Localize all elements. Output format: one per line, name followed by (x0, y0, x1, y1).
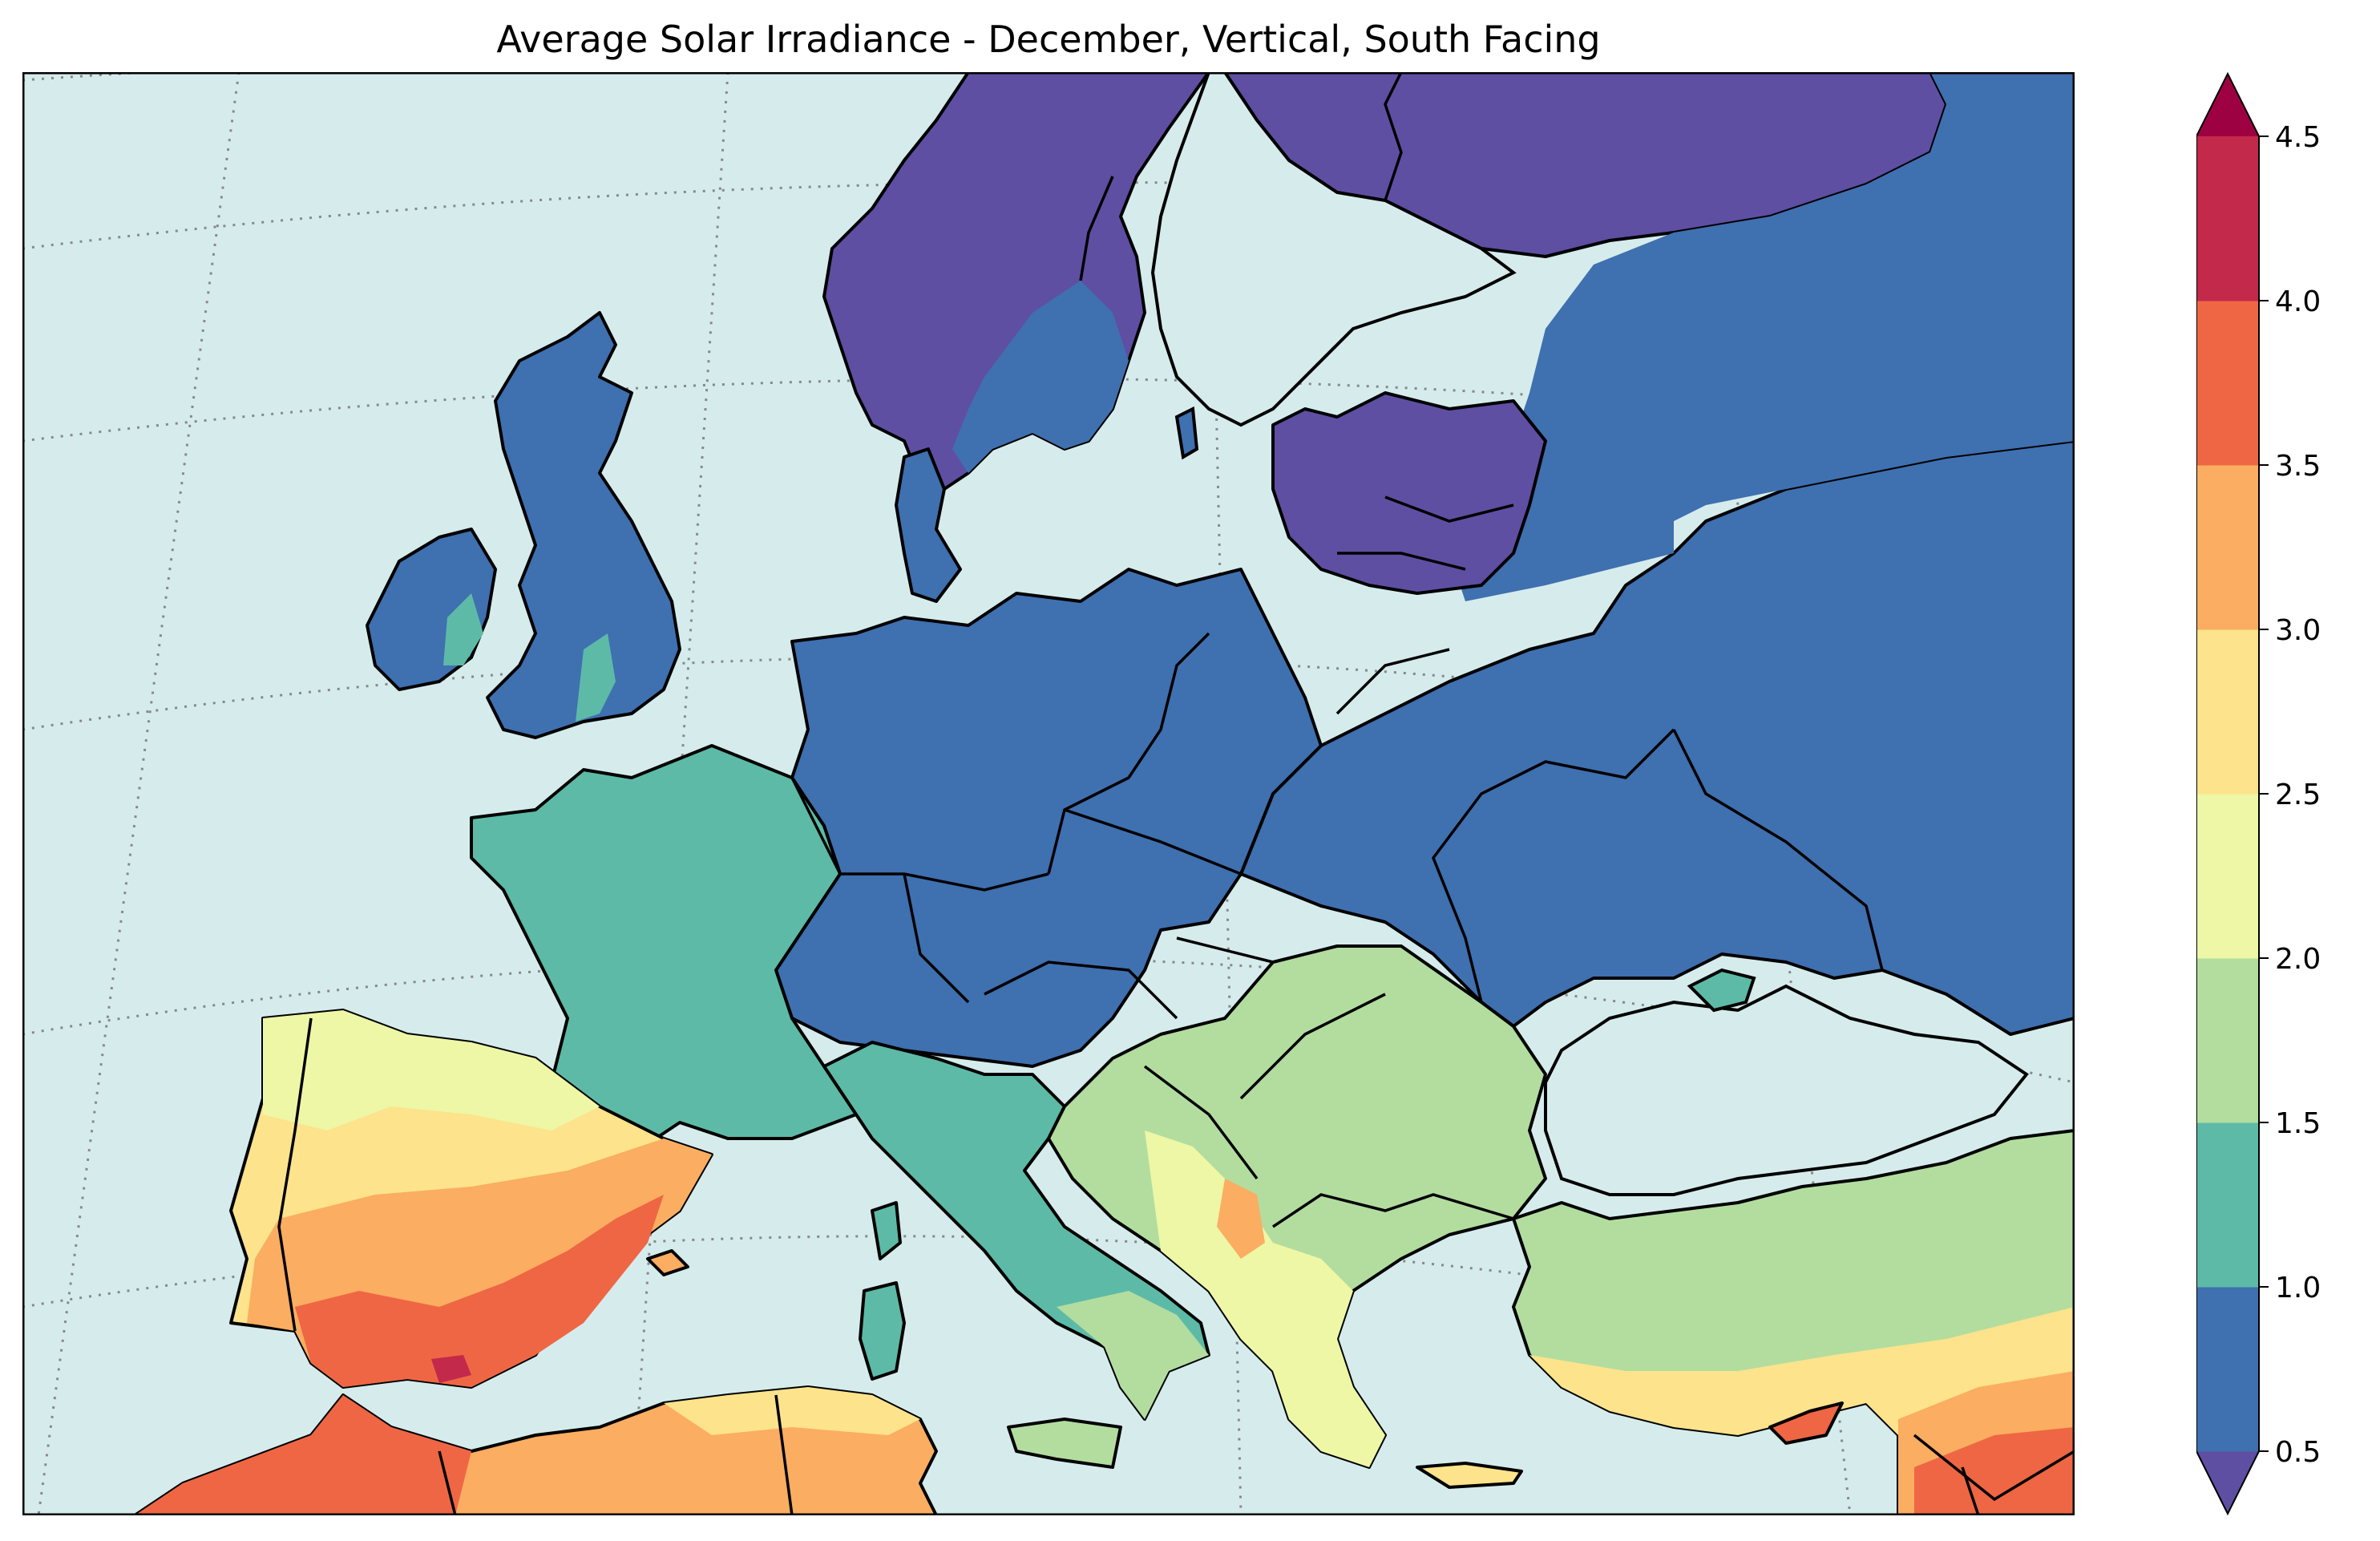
crimea (1687, 968, 1756, 1013)
colorbar-band (2196, 1122, 2259, 1288)
balkans-coast-band (1145, 1130, 1385, 1467)
colorbar-band (2196, 958, 2259, 1123)
map-plot (22, 72, 2075, 1515)
iberia-north-band (263, 1010, 600, 1130)
denmark-land (895, 447, 962, 603)
contour-fills (133, 72, 2075, 1515)
colorbar-tick-label: 3.0 (2275, 614, 2321, 647)
northern-russia-band (1449, 72, 2075, 601)
corsica (871, 1201, 902, 1260)
sweden-south-band (952, 281, 1129, 473)
sardinia (859, 1281, 906, 1381)
balearic-island (646, 1249, 689, 1276)
colorbar-tick-label: 2.0 (2275, 943, 2321, 976)
ireland-east-band (443, 593, 483, 665)
gb-southwest-band (576, 633, 616, 722)
country-borders (277, 72, 2075, 1515)
colorbar-tick-label: 4.0 (2275, 285, 2321, 318)
sicily (1007, 1418, 1122, 1469)
north-africa-east-band (664, 1387, 920, 1435)
colorbar-band (2196, 301, 2259, 466)
colorbar-tick-label: 4.5 (2275, 121, 2321, 154)
france-land (470, 744, 858, 1180)
colorbar-band (2196, 136, 2259, 301)
colorbar-extend-max (2196, 74, 2259, 136)
baltics-land (1271, 391, 1547, 595)
iberia-southeast-hot (295, 1195, 664, 1387)
gotland (1174, 406, 1199, 460)
colorbar-band (2196, 629, 2259, 795)
colorbar: 0.5 1.0 1.5 2.0 2.5 3.0 3.5 4.0 4.5 (2196, 72, 2321, 1515)
cyprus (1768, 1401, 1844, 1445)
colorbar-tick-label: 2.5 (2275, 779, 2321, 811)
colorbar-tick-label: 3.5 (2275, 450, 2321, 483)
crete (1416, 1462, 1523, 1489)
black-sea (1544, 984, 2029, 1196)
italy-south-band (1057, 1291, 1209, 1419)
middle-east-hotter (1914, 1427, 2075, 1515)
map-title: Average Solar Irradiance - December, Ver… (496, 18, 1601, 61)
map-frame (22, 72, 2075, 1515)
north-africa-west-hot (135, 1395, 471, 1515)
colorbar-tick-label: 1.0 (2275, 1272, 2321, 1304)
colorbar-band (2196, 1287, 2259, 1452)
colorbar-tick-label: 1.5 (2275, 1107, 2321, 1140)
great-britain (486, 311, 681, 739)
iberia-peak (431, 1355, 471, 1383)
colorbar-tick-label: 0.5 (2275, 1436, 2321, 1469)
colorbar-band (2196, 465, 2259, 630)
albania-band (1217, 1179, 1265, 1259)
baltic-sea-gulf (1150, 72, 1517, 427)
colorbar-extend-min (2196, 1451, 2259, 1514)
colorbar-band (2196, 794, 2259, 959)
